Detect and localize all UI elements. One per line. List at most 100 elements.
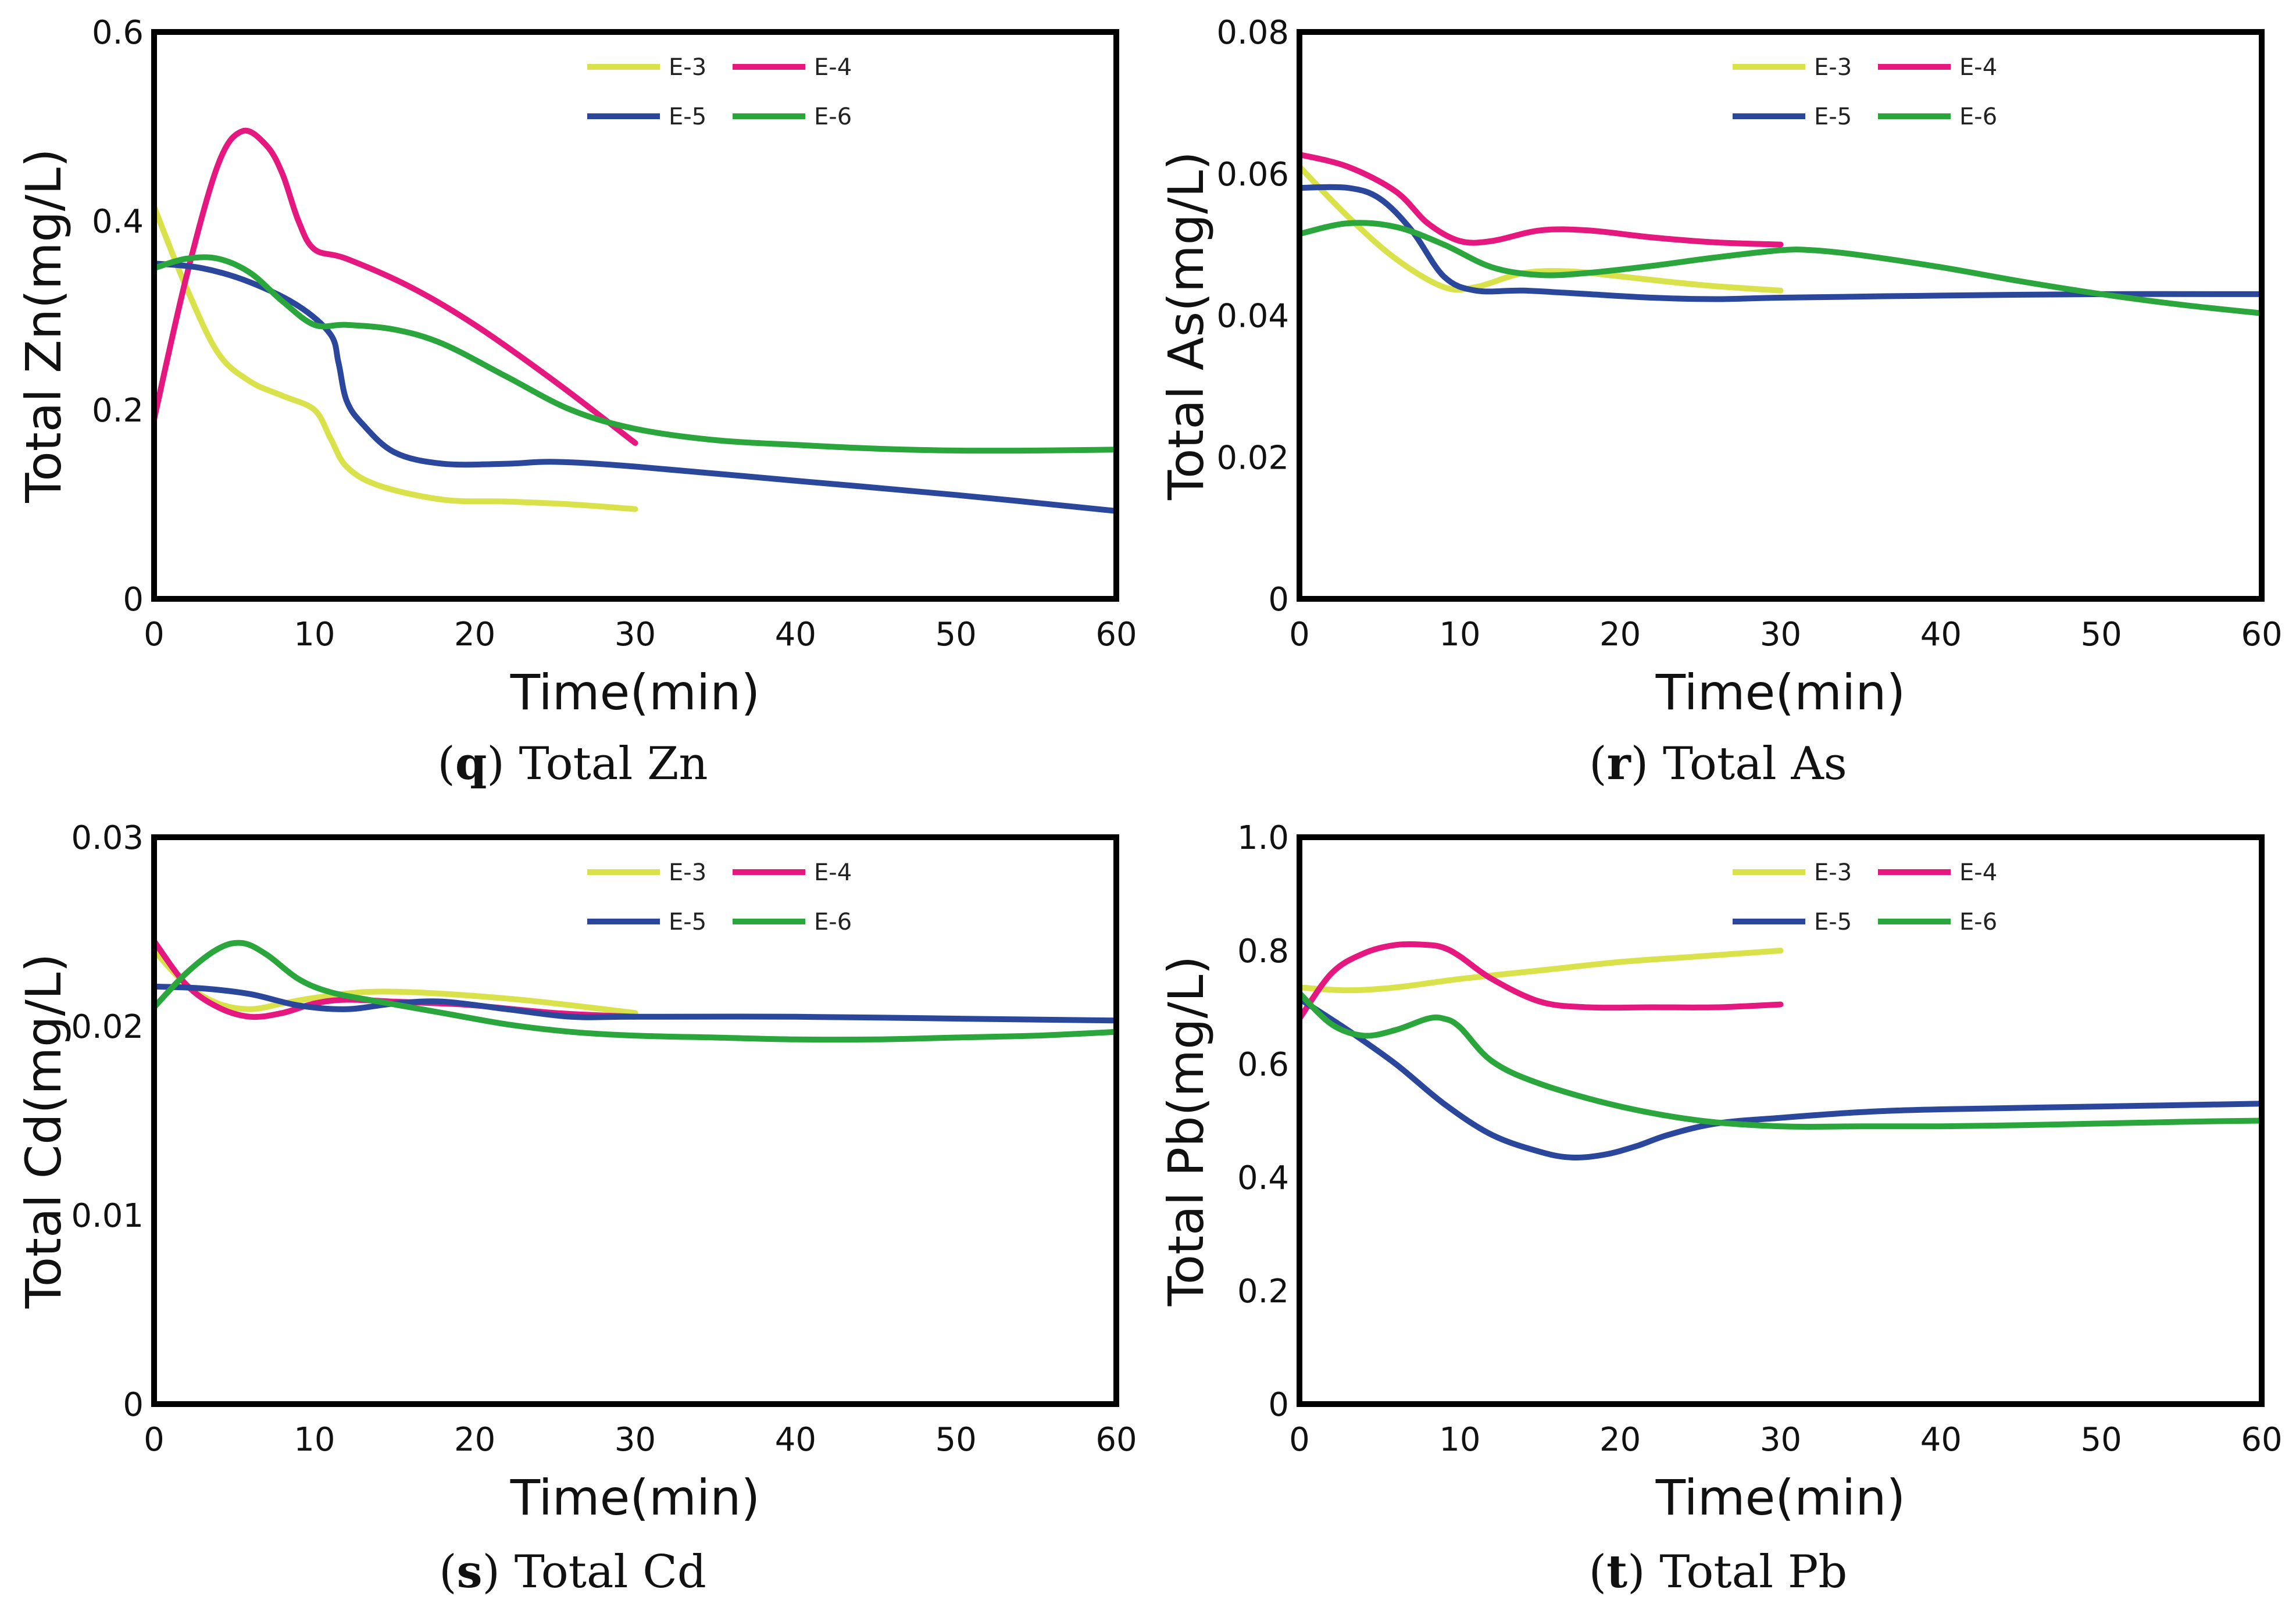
y-tick-label: 1.0 — [1237, 819, 1289, 857]
x-tick-label: 40 — [1920, 1421, 1962, 1459]
y-tick-label: 0.02 — [71, 1008, 144, 1046]
legend-label-e-6: E-6 — [1959, 103, 1997, 130]
x-tick-label: 10 — [294, 1421, 335, 1459]
legend: E-3 E-4 E-5 E-6 — [1733, 859, 1997, 935]
caption-open-paren: ( — [1589, 738, 1606, 790]
x-tick-label: 30 — [615, 1421, 656, 1459]
y-tick-label: 0 — [1268, 581, 1289, 619]
series-line-e-3 — [1297, 163, 1784, 294]
caption-text: Total As — [1663, 738, 1847, 790]
plot-frame — [1297, 29, 2265, 602]
series-line-e-6 — [151, 254, 1119, 454]
caption-close-paren: ) — [1631, 738, 1663, 790]
legend-label-e-3: E-3 — [1814, 859, 1852, 886]
caption-pb: (t) Total Pb — [1589, 1545, 1848, 1598]
x-tick-label: 0 — [1289, 1421, 1310, 1459]
x-tick-label: 40 — [1920, 616, 1962, 653]
chart-panel-cd: 0 0.01 0.02 0.03 0 10 20 30 40 50 60 Time(min) Total… — [15, 819, 1137, 1598]
x-tick-label: 60 — [1095, 1421, 1137, 1459]
x-tick-label: 40 — [775, 616, 816, 653]
caption-open-paren: ( — [439, 1546, 456, 1598]
series-group — [1297, 151, 2265, 316]
series-line-e-5 — [151, 260, 1119, 514]
x-tick-label: 50 — [2081, 616, 2122, 653]
series-line-e-4 — [1297, 941, 1784, 1022]
caption-open-paren: ( — [1589, 1546, 1606, 1598]
caption-close-paren: ) — [487, 738, 519, 790]
x-tick-label: 30 — [1760, 1421, 1801, 1459]
chart-panel-as: 0 0.02 0.04 0.06 0.08 0 10 20 30 40 50 60 Time(min) T… — [1158, 14, 2283, 790]
x-tick-label: 20 — [1599, 616, 1641, 653]
x-tick-label: 0 — [1289, 616, 1310, 653]
caption-letter: q — [455, 737, 487, 790]
y-tick-label: 0.01 — [71, 1197, 144, 1235]
x-axis-title: Time(min) — [1655, 1469, 1906, 1526]
x-tick-label: 60 — [2241, 1421, 2282, 1459]
legend-label-e-4: E-4 — [814, 54, 852, 81]
series-line-e-5 — [151, 983, 1119, 1024]
x-tick-label: 20 — [454, 1421, 495, 1459]
chart-panel-pb: 0 0.2 0.4 0.6 0.8 1.0 0 10 20 30 40 50 60 Time(min) To… — [1158, 819, 2283, 1598]
plot-frame — [151, 29, 1119, 602]
caption-open-paren: ( — [437, 738, 455, 790]
caption-text: Total Zn — [519, 738, 708, 790]
x-tick-label: 20 — [1599, 1421, 1641, 1459]
caption-close-paren: ) — [482, 1546, 514, 1598]
legend: E-3 E-4 E-5 E-6 — [587, 54, 852, 130]
x-tick-label: 40 — [775, 1421, 816, 1459]
x-tick-label: 20 — [454, 616, 495, 653]
legend-label-e-4: E-4 — [1959, 859, 1997, 886]
x-tick-label: 60 — [1095, 616, 1137, 653]
y-tick-label: 0.6 — [1237, 1046, 1289, 1084]
x-tick-label: 50 — [935, 1421, 977, 1459]
legend-label-e-4: E-4 — [814, 859, 852, 886]
caption-text: Total Pb — [1659, 1546, 1847, 1598]
series-line-e-6 — [1297, 220, 2265, 316]
series-group — [1297, 941, 2265, 1161]
caption-text: Total Cd — [515, 1546, 706, 1598]
x-axis-title: Time(min) — [510, 664, 760, 721]
plot-frame — [1297, 834, 2265, 1407]
y-axis-title: Total Pb(mg/L) — [1158, 956, 1215, 1307]
y-tick-label: 0.4 — [1237, 1159, 1289, 1197]
x-tick-label: 30 — [615, 616, 656, 653]
y-tick-label: 0.2 — [92, 392, 144, 430]
y-tick-label: 0.04 — [1216, 298, 1289, 335]
legend-label-e-5: E-5 — [1814, 909, 1852, 935]
series-line-e-3 — [151, 203, 638, 512]
caption-letter: s — [457, 1545, 483, 1598]
series-line-e-6 — [151, 940, 1119, 1043]
y-axis-title: Total As(mg/L) — [1158, 151, 1215, 501]
legend-label-e-5: E-5 — [669, 103, 706, 130]
caption-cd: (s) Total Cd — [439, 1545, 706, 1598]
y-tick-label: 0 — [123, 581, 144, 619]
legend-label-e-4: E-4 — [1959, 54, 1997, 81]
y-axis-title: Total Zn(mg/L) — [15, 148, 72, 503]
series-line-e-6 — [1297, 990, 2265, 1130]
legend-label-e-3: E-3 — [669, 54, 706, 81]
y-tick-label: 0.6 — [92, 14, 144, 52]
legend-label-e-6: E-6 — [1959, 909, 1997, 935]
x-axis-title: Time(min) — [1655, 664, 1906, 721]
y-tick-label: 0.2 — [1237, 1273, 1289, 1310]
series-line-e-3 — [1297, 948, 1784, 994]
y-tick-label: 0.4 — [92, 203, 144, 241]
caption-zn: (q) Total Zn — [437, 737, 708, 790]
x-tick-label: 10 — [294, 616, 335, 653]
series-line-e-5 — [1297, 995, 2265, 1161]
x-tick-label: 10 — [1439, 1421, 1480, 1459]
y-tick-label: 0.08 — [1216, 14, 1289, 52]
y-tick-label: 0 — [1268, 1386, 1289, 1424]
caption-as: (r) Total As — [1589, 737, 1847, 790]
legend-label-e-3: E-3 — [1814, 54, 1852, 81]
x-tick-label: 30 — [1760, 616, 1801, 653]
series-group — [151, 127, 1119, 514]
x-tick-label: 10 — [1439, 616, 1480, 653]
caption-letter: t — [1606, 1545, 1627, 1598]
caption-close-paren: ) — [1627, 1546, 1659, 1598]
legend: E-3 E-4 E-5 E-6 — [1733, 54, 1997, 130]
legend-label-e-6: E-6 — [814, 103, 852, 130]
chart-panel-zn: 0 0.2 0.4 0.6 0 10 20 30 40 50 60 Time(min) Total Zn… — [15, 14, 1137, 790]
caption-letter: r — [1607, 737, 1631, 790]
